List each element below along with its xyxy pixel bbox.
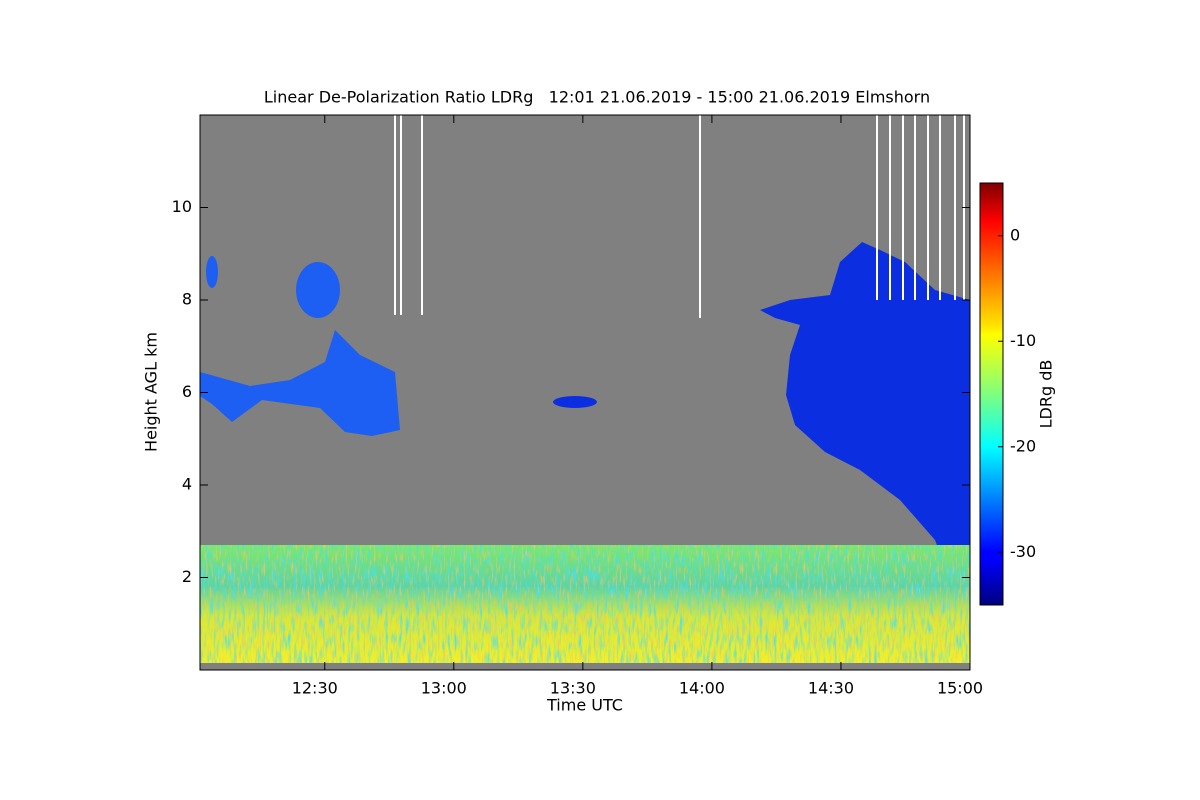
x-tick-label: 12:30 [292,679,338,698]
colorbar [979,182,1004,606]
cloud-blob [553,396,597,408]
cirrus-cloud [760,242,970,610]
y-tick-label: 2 [182,567,192,586]
colorbar-tick-label: -20 [1010,436,1036,455]
x-tick-label: 15:00 [937,679,983,698]
colorbar-tick-label: -10 [1010,331,1036,350]
y-axis-label: Height AGL km [142,332,161,452]
chart-title: Linear De-Polarization Ratio LDRg 12:01 … [264,88,930,107]
cloud-blob [296,262,340,318]
y-tick-label: 8 [182,290,192,309]
colorbar-tick-label: 0 [1010,225,1020,244]
x-tick-label: 14:00 [679,679,725,698]
y-tick-label: 6 [182,382,192,401]
x-tick-label: 14:30 [808,679,854,698]
boundary-layer-texture [200,545,970,663]
plot-area [199,114,971,671]
mid-layer [200,330,400,436]
cloud-blob [206,256,218,288]
x-tick-label: 13:30 [550,679,596,698]
colorbar-tick-label: -30 [1010,542,1036,561]
y-tick-label: 4 [182,475,192,494]
x-tick-label: 13:00 [421,679,467,698]
x-axis-label: Time UTC [546,696,623,715]
y-tick-label: 10 [172,197,192,216]
colorbar-label: LDRg dB [1037,360,1056,429]
